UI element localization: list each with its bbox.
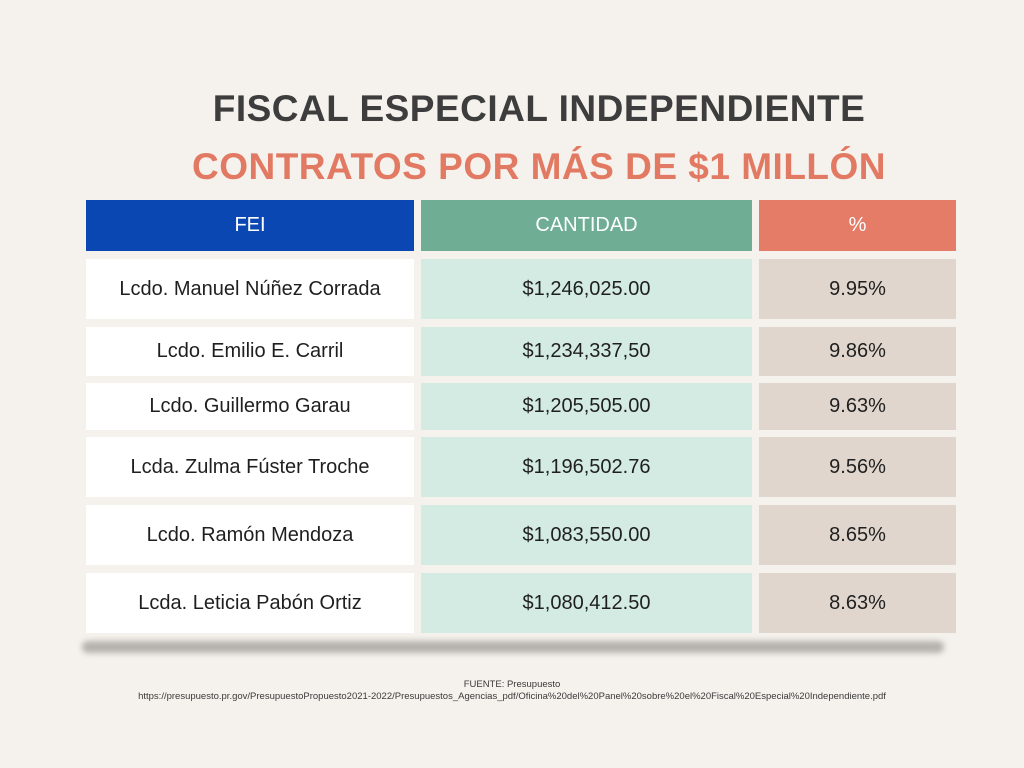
cell-amount: $1,205,505.00	[421, 383, 752, 430]
cell-amount: $1,196,502.76	[421, 437, 752, 497]
cell-percent: 8.63%	[759, 573, 956, 633]
cell-percent: 9.63%	[759, 383, 956, 430]
cell-name: Lcdo. Ramón Mendoza	[86, 505, 414, 565]
cell-amount: $1,083,550.00	[421, 505, 752, 565]
cell-percent: 9.95%	[759, 259, 956, 319]
cell-amount: $1,080,412.50	[421, 573, 752, 633]
table-row: Lcdo. Emilio E. Carril $1,234,337,50 9.8…	[86, 327, 956, 376]
source-label: FUENTE: Presupuesto	[463, 679, 561, 690]
cell-percent: 9.86%	[759, 327, 956, 376]
table-row: Lcdo. Guillermo Garau $1,205,505.00 9.63…	[86, 383, 956, 430]
source-url: https://presupuesto.pr.gov/PresupuestoPr…	[138, 691, 886, 702]
cell-percent: 8.65%	[759, 505, 956, 565]
table-shadow	[82, 641, 944, 653]
cell-name: Lcdo. Guillermo Garau	[86, 383, 414, 430]
cell-percent: 9.56%	[759, 437, 956, 497]
page-title: FISCAL ESPECIAL INDEPENDIENTE	[212, 88, 866, 129]
page-subtitle: CONTRATOS POR MÁS DE $1 MILLÓN	[191, 146, 887, 187]
cell-name: Lcdo. Emilio E. Carril	[86, 327, 414, 376]
cell-name: Lcda. Zulma Fúster Troche	[86, 437, 414, 497]
cell-amount: $1,234,337,50	[421, 327, 752, 376]
cell-name: Lcdo. Manuel Núñez Corrada	[86, 259, 414, 319]
table-row: Lcdo. Ramón Mendoza $1,083,550.00 8.65%	[86, 505, 956, 565]
table-row: Lcdo. Manuel Núñez Corrada $1,246,025.00…	[86, 259, 956, 319]
header-fei: FEI	[86, 200, 414, 251]
cell-name: Lcda. Leticia Pabón Ortiz	[86, 573, 414, 633]
table-header-row: FEI CANTIDAD %	[86, 200, 956, 251]
cell-amount: $1,246,025.00	[421, 259, 752, 319]
table-row: Lcda. Zulma Fúster Troche $1,196,502.76 …	[86, 437, 956, 497]
table-row: Lcda. Leticia Pabón Ortiz $1,080,412.50 …	[86, 573, 956, 633]
header-cantidad: CANTIDAD	[421, 200, 752, 251]
header-percent: %	[759, 200, 956, 251]
